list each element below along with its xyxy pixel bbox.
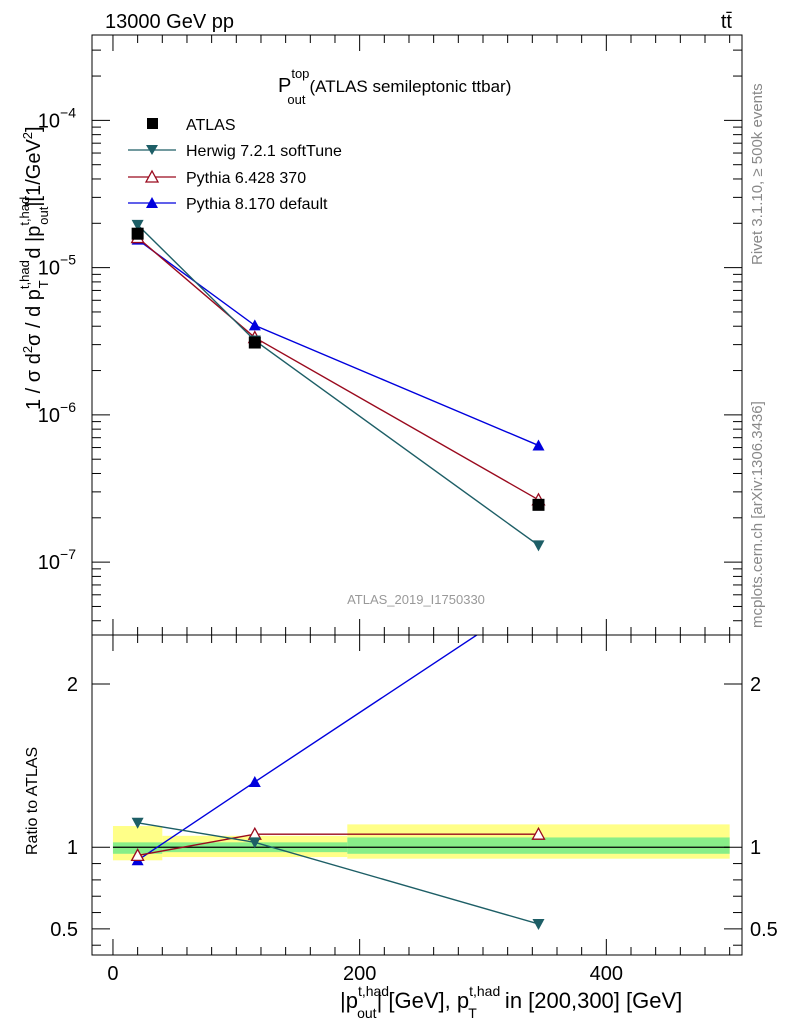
ratio-band-inner — [347, 837, 730, 854]
main-series-line-pythia — [137, 239, 539, 447]
x-axis-label: |pt,had out| [GeV], pt,had T in [200,300] … — [340, 983, 682, 1021]
energy-label: 13000 GeV pp — [105, 11, 234, 33]
ratio-panel: 0.5 0.5 1 1 2 2 0 200 400 Ratio to ATLAS |pt,had… — [24, 588, 778, 1021]
legend-marker-atlas — [147, 118, 158, 129]
ratio-xtick-label: 400 — [590, 963, 623, 985]
ratio-ytick-label: 0.5 — [50, 919, 78, 941]
ratio-ytick-label-right: 0.5 — [750, 919, 778, 941]
main-ytick-label: 10−5 — [38, 252, 76, 280]
legend-marker-pythia8 — [146, 197, 158, 208]
legend-label-herwig: Herwig 7.2.1 softTune — [186, 143, 342, 160]
plot-title: Ptop out (ATLAS semileptonic ttbar) — [278, 66, 511, 107]
ratio-series-line-pythia — [137, 635, 479, 861]
main-point-pythia — [532, 439, 545, 451]
ratio-point-herwig — [532, 918, 545, 930]
main-point-pythia — [248, 319, 261, 331]
plot-title-suffix: (ATLAS semileptonic ttbar) — [310, 77, 512, 96]
ratio-point-herwig — [131, 817, 144, 829]
plot-title-sup: top — [291, 66, 309, 81]
ratio-xtick-label: 0 — [107, 963, 118, 985]
ratio-point-herwig — [248, 837, 261, 849]
main-point-atlas — [131, 227, 144, 240]
ratio-y-axis-label: Ratio to ATLAS — [24, 747, 41, 855]
main-ytick-label: 10−4 — [38, 104, 76, 132]
process-label: tt̄ — [721, 11, 733, 33]
legend-marker-herwig — [146, 145, 158, 155]
legend-label-pythia6: Pythia 6.428 370 — [186, 170, 306, 187]
main-series-line-pythia — [137, 237, 539, 501]
legend-marker-pythia6 — [144, 169, 160, 183]
rivet-label: Rivet 3.1.10, ≥ 500k events — [749, 83, 766, 265]
main-panel: Ptop out(ATLAS semileptonic ttbar) 1 / σ … — [17, 34, 743, 636]
legend: ATLAS Herwig 7.2.1 softTune Pythia 6.428… — [128, 117, 342, 213]
ratio-ytick-label-right: 2 — [750, 674, 761, 696]
ratio-point-pythia — [248, 775, 261, 787]
ratio-point-pythia — [531, 826, 546, 840]
ratio-ytick-label: 2 — [67, 674, 78, 696]
legend-label-pythia8: Pythia 8.170 default — [186, 196, 328, 213]
watermark: ATLAS_2019_I1750330 — [347, 592, 485, 607]
ratio-point-pythia — [532, 588, 544, 599]
plot-title-sub: out — [287, 92, 305, 107]
ratio-ytick-label-right: 1 — [750, 837, 761, 859]
main-point-herwig — [131, 219, 144, 231]
mcplots-label: mcplots.cern.ch [arXiv:1306.3436] — [749, 401, 766, 628]
main-point-herwig — [532, 540, 545, 552]
main-ytick-label: 10−7 — [38, 546, 76, 574]
main-point-atlas — [248, 336, 261, 349]
ratio-xtick-label: 200 — [343, 963, 376, 985]
ratio-frame — [91, 634, 743, 956]
main-ytick-label: 10−6 — [38, 399, 76, 427]
ratio-ytick-label: 1 — [67, 837, 78, 859]
legend-label-atlas: ATLAS — [186, 117, 236, 134]
main-point-atlas — [532, 498, 545, 511]
ratio-point-pythia — [130, 848, 145, 862]
plot-title-main: P — [278, 75, 291, 97]
